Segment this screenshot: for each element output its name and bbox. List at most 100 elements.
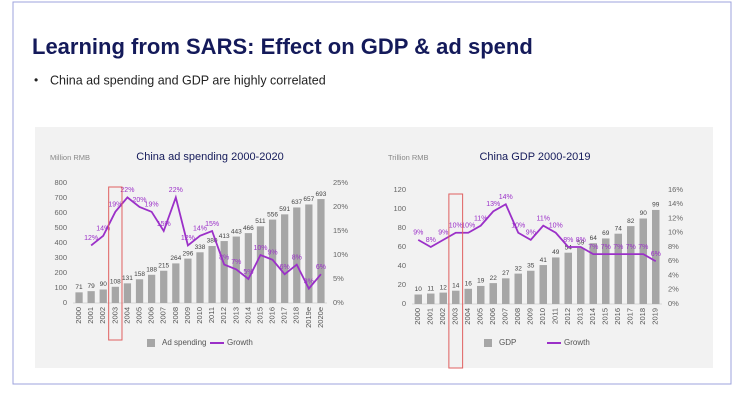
bar-value-label: 296 xyxy=(182,250,193,257)
bar-value-label: 108 xyxy=(110,279,121,286)
x-tick-label: 2017 xyxy=(626,308,635,325)
line-value-label: 8% xyxy=(292,254,302,261)
bar-value-label: 69 xyxy=(602,230,610,237)
line-value-label: 22% xyxy=(120,187,134,194)
line-value-label: 22% xyxy=(169,187,183,194)
line-value-label: 10% xyxy=(511,223,525,230)
bar-value-label: 59 xyxy=(577,240,585,247)
line-value-label: 10% xyxy=(461,223,475,230)
y-tick-label: 0 xyxy=(63,298,67,307)
bar-value-label: 22 xyxy=(490,275,498,282)
line-value-label: 8% xyxy=(219,254,229,261)
x-tick-label: 2019 xyxy=(651,308,660,325)
line xyxy=(417,202,657,263)
y2-tick-label: 25% xyxy=(333,178,348,187)
line-value-label: 7% xyxy=(626,244,636,251)
line-value-label: 7% xyxy=(231,259,241,266)
x-tick-label: 2004 xyxy=(122,307,131,324)
y-tick-label: 700 xyxy=(54,193,67,202)
bar xyxy=(172,263,180,303)
line-value-label: 7% xyxy=(613,244,623,251)
bar-value-label: 158 xyxy=(134,271,145,278)
bar-value-label: 27 xyxy=(502,270,510,277)
bar-value-label: 54 xyxy=(565,244,573,251)
y-tick-label: 600 xyxy=(54,208,67,217)
x-tick-label: 2002 xyxy=(438,308,447,325)
bar-value-label: 11 xyxy=(427,285,434,292)
y-tick-label: 200 xyxy=(54,268,67,277)
y-tick-label: 40 xyxy=(398,261,406,270)
line-value-label: 5% xyxy=(243,269,253,276)
bar-value-label: 215 xyxy=(158,262,169,269)
y2-tick-label: 4% xyxy=(668,270,679,279)
line-value-label: 14% xyxy=(96,226,110,233)
bar xyxy=(160,270,168,303)
x-tick-label: 2013 xyxy=(576,308,585,325)
line-value-label: 8% xyxy=(576,237,586,244)
x-tick-label: 2008 xyxy=(513,308,522,325)
y-tick-label: 300 xyxy=(54,253,67,262)
line-value-label: 14% xyxy=(193,226,207,233)
x-tick-label: 2006 xyxy=(147,307,156,324)
line-value-label: 11% xyxy=(537,215,551,222)
line-value-label: 7% xyxy=(638,244,648,251)
bar-value-label: 693 xyxy=(316,191,327,198)
bar xyxy=(514,273,522,304)
x-tick-label: 2014 xyxy=(243,307,252,324)
y-tick-label: 800 xyxy=(54,178,67,187)
bar-value-label: 64 xyxy=(590,235,598,242)
bar xyxy=(87,291,95,303)
bar-value-label: 35 xyxy=(527,262,535,269)
bar xyxy=(135,279,144,303)
line-value-label: 19% xyxy=(145,202,159,209)
bar xyxy=(439,292,447,304)
line-value-label: 6% xyxy=(280,264,290,271)
bar xyxy=(527,270,535,304)
legend-label: Growth xyxy=(564,338,590,347)
bar-value-label: 79 xyxy=(88,283,96,290)
y2-tick-label: 0% xyxy=(333,298,344,307)
x-tick-label: 2019e xyxy=(304,307,313,328)
line-value-label: 12% xyxy=(84,235,98,242)
bar xyxy=(502,278,510,304)
bar xyxy=(147,274,156,303)
y-tick-label: 400 xyxy=(54,238,67,247)
x-tick-label: 2010 xyxy=(195,307,204,324)
line-value-label: 3% xyxy=(304,278,314,285)
bar-value-label: 338 xyxy=(195,244,206,251)
legend-swatch xyxy=(484,339,492,347)
y2-tick-label: 12% xyxy=(668,213,683,222)
legend-swatch xyxy=(147,339,155,347)
y2-tick-label: 0% xyxy=(668,299,679,308)
line-value-label: 7% xyxy=(588,244,598,251)
x-tick-label: 2002 xyxy=(98,307,107,324)
bar xyxy=(414,294,422,304)
x-tick-label: 2011 xyxy=(551,308,560,324)
line-value-label: 12% xyxy=(181,235,195,242)
y2-tick-label: 10% xyxy=(668,228,683,237)
bar-value-label: 90 xyxy=(640,210,648,217)
bar-value-label: 32 xyxy=(515,265,523,272)
bar xyxy=(111,286,119,303)
x-tick-label: 2007 xyxy=(159,307,168,324)
legend-label: GDP xyxy=(499,338,516,347)
bar xyxy=(268,219,277,303)
chart-panel xyxy=(35,127,713,368)
y2-tick-label: 16% xyxy=(668,185,683,194)
line-value-label: 8% xyxy=(426,237,436,244)
y-tick-label: 20 xyxy=(398,280,406,289)
bar-value-label: 466 xyxy=(243,225,254,232)
legend-label: Growth xyxy=(227,338,253,347)
bar xyxy=(305,204,313,303)
bar-value-label: 511 xyxy=(255,218,266,225)
line-value-label: 20% xyxy=(133,197,147,204)
x-tick-label: 2010 xyxy=(538,308,547,325)
bar xyxy=(99,289,107,303)
x-tick-label: 2001 xyxy=(86,307,95,324)
bar-value-label: 82 xyxy=(627,218,635,225)
bar-value-label: 413 xyxy=(219,233,230,240)
bar xyxy=(256,226,265,303)
bar-value-label: 131 xyxy=(122,275,133,282)
x-tick-label: 2013 xyxy=(231,307,240,324)
